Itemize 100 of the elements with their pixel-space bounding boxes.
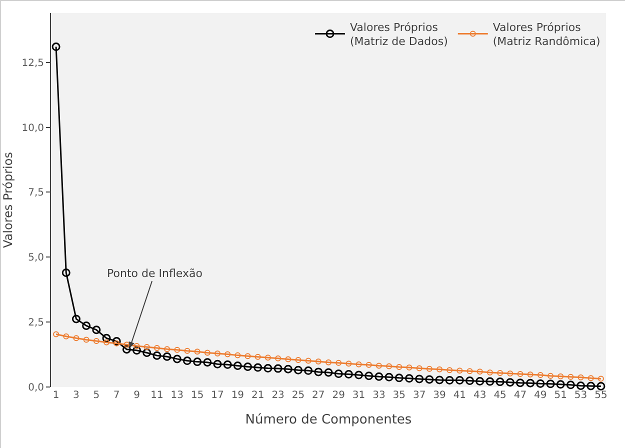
point [314,368,323,376]
point [134,342,140,349]
point [556,380,565,389]
y-axis-title: Valores Próprios [1,152,15,248]
x-tick-label: 37 [412,390,426,401]
x-tick-label: 43 [473,390,486,401]
y-tick-label: 12,5 [22,58,44,69]
x-tick-label: 53 [574,390,588,401]
x-tick-label: 47 [514,390,527,401]
point [122,345,131,354]
x-tick-label: 41 [453,390,466,401]
point [162,352,172,361]
point [425,375,434,384]
point [295,356,302,363]
x-tick-label: 9 [134,390,140,401]
point [446,367,453,374]
point [476,368,483,375]
point [264,354,271,361]
y-tick-label: 10,0 [22,122,44,134]
point [62,268,70,277]
x-tick-label: 19 [231,390,244,401]
legend-label: Valores Próprios (Matriz de Dados) [350,20,448,48]
y-tick-label: 7,5 [28,188,44,199]
x-axis-title: Número de Componentes [245,412,412,428]
annotation: Ponto de Inflexão [107,267,203,280]
x-tick-label: 49 [534,390,547,401]
x-tick-label: 29 [332,390,345,401]
x-tick-label: 45 [494,390,506,401]
point [466,368,473,374]
x-tick-label: 11 [150,390,164,401]
point [244,353,251,360]
point [336,360,342,366]
point [154,345,160,352]
point [254,354,261,360]
x-tick-label: 15 [190,390,204,401]
point [142,348,152,357]
point [526,378,535,388]
point [374,372,384,381]
point [72,314,80,324]
point [294,366,302,374]
point [356,361,362,368]
point [214,350,220,356]
point [213,360,222,368]
x-tick-label: 1 [52,390,60,401]
point [326,359,332,366]
x-tick-label: 13 [170,390,184,401]
point [415,374,424,384]
point [496,378,504,386]
point [233,361,242,370]
point [305,358,312,364]
point [366,362,372,368]
point [576,381,586,390]
point [548,372,554,379]
point [264,364,272,373]
point [537,372,544,378]
point [546,380,555,388]
point [112,337,121,346]
point [324,368,333,377]
point [497,370,504,376]
point [274,364,282,373]
y-tick-label: 5,0 [28,252,44,264]
x-tick-label: 3 [73,390,80,401]
point [404,374,414,383]
y-tick-label: 0,0 [28,382,44,394]
point [517,371,524,378]
point [234,352,241,358]
point [386,363,392,370]
legend-label: Valores Próprios (Matriz Randômica) [492,20,600,48]
point [596,382,606,390]
point [396,364,402,370]
point [506,378,514,387]
point [104,339,110,346]
point [586,382,596,390]
x-tick-label: 7 [113,390,120,401]
point [83,336,90,343]
point [527,372,534,378]
point [304,366,313,375]
point [455,376,464,384]
point [344,370,353,379]
x-tick-label: 39 [433,390,446,401]
x-tick-label: 21 [251,390,264,401]
point [568,374,574,380]
point [204,350,210,356]
point [102,334,111,342]
point [53,331,60,338]
x-tick-label: 33 [372,390,386,401]
point [124,342,130,348]
point [445,376,454,384]
point [254,363,262,372]
point [346,360,352,367]
point [193,358,202,366]
point [435,376,444,384]
point [182,356,192,366]
point [152,351,162,360]
point [334,370,343,378]
point [476,377,484,386]
point [164,346,170,352]
x-tick-label: 5 [93,390,100,401]
y-tick-label: 2,5 [28,318,44,329]
point [558,373,564,380]
